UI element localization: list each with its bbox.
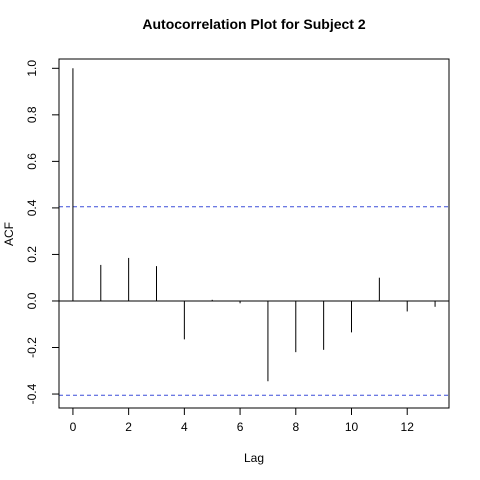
y-tick-label: -0.2: [25, 337, 39, 358]
chart-title: Autocorrelation Plot for Subject 2: [142, 16, 365, 32]
y-tick-label: 0.8: [25, 106, 39, 123]
x-tick-label: 10: [345, 420, 359, 434]
plot-area: 0 2 4 6 8 10 12 -0.4 -0.2 0.0 0.2 0.4 0.6 0.8 1.0: [25, 58, 450, 434]
y-tick-label: 0.4: [25, 199, 39, 216]
y-axis-label: ACF: [2, 222, 16, 246]
y-tick-label: 0.2: [25, 246, 39, 263]
x-axis-label: Lag: [244, 451, 264, 465]
x-tick-label: 6: [237, 420, 244, 434]
x-tick-label: 0: [70, 420, 77, 434]
y-tick-label: 0.6: [25, 153, 39, 170]
y-tick-label: 0.0: [25, 292, 39, 309]
x-tick-label: 12: [401, 420, 415, 434]
x-tick-label: 2: [125, 420, 132, 434]
x-tick-label: 8: [292, 420, 299, 434]
y-tick-label: 1.0: [25, 60, 39, 77]
y-tick-label: -0.4: [25, 383, 39, 404]
x-tick-label: 4: [181, 420, 188, 434]
plot-frame: [58, 58, 450, 409]
